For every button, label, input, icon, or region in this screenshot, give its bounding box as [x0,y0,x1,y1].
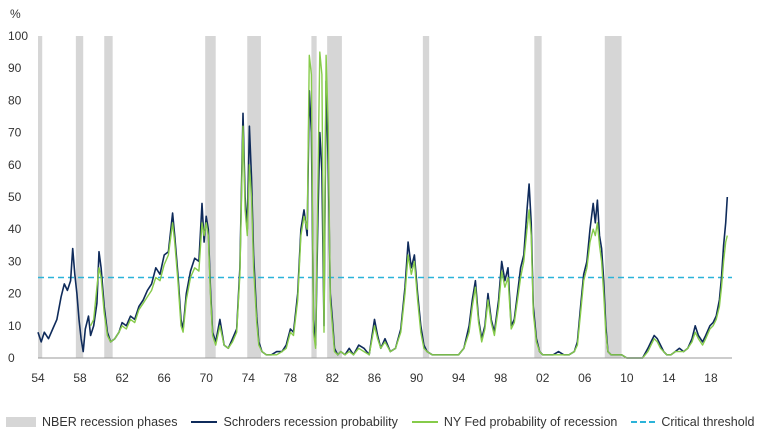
chart-legend: NBER recession phases Schroders recessio… [6,412,766,432]
legend-label-threshold: Critical threshold [661,415,755,429]
x-axis-ticks: 54 58 62 66 70 74 78 82 86 90 94 98 02 06 10 14 18 [31,371,718,385]
recession-band-0 [38,36,43,358]
recession-band-8 [534,36,542,358]
recession-band-2 [104,36,113,358]
y-axis-unit-label: % [10,7,21,21]
series-line-nyfed [89,51,728,359]
x-tick-label-82: 82 [326,371,340,385]
series-layer [37,51,729,359]
recession-band-7 [422,36,430,358]
y-tick-label-30: 30 [8,254,22,268]
x-tick-label-10: 10 [620,371,634,385]
recession-band-4 [247,36,261,358]
legend-item-nber: NBER recession phases [6,415,177,429]
y-tick-label-0: 0 [8,351,15,365]
y-tick-label-80: 80 [8,93,22,107]
legend-label-nber: NBER recession phases [42,415,178,429]
y-tick-label-90: 90 [8,61,22,75]
y-tick-label-40: 40 [8,222,22,236]
legend-swatch-threshold [631,421,656,423]
legend-item-nyfed: NY Fed probability of recession [411,415,618,429]
x-tick-label-94: 94 [452,371,466,385]
x-tick-label-18: 18 [704,371,718,385]
recession-band-5 [311,36,317,358]
y-axis-ticks: 0 10 20 30 40 50 60 70 80 90 100 [8,29,28,365]
legend-label-nyfed: NY Fed probability of recession [443,415,618,429]
legend-item-threshold: Critical threshold [631,415,754,429]
x-tick-label-14: 14 [662,371,676,385]
legend-label-schroders: Schroders recession probability [223,415,398,429]
recession-band-1 [75,36,84,358]
x-tick-label-98: 98 [494,371,508,385]
legend-swatch-nber [6,417,36,427]
legend-item-schroders: Schroders recession probability [191,415,398,429]
y-tick-label-10: 10 [8,319,22,333]
x-tick-label-02: 02 [536,371,550,385]
recession-probability-chart: % 0 10 20 30 40 50 60 70 80 90 100 54 58 62 66 70 74 78 8… [8,7,732,385]
y-tick-label-100: 100 [8,29,28,43]
x-tick-label-66: 66 [158,371,172,385]
x-tick-label-86: 86 [368,371,382,385]
x-tick-label-74: 74 [242,371,256,385]
y-tick-label-20: 20 [8,287,22,301]
recession-band-9 [604,36,622,358]
legend-swatch-schroders [191,421,218,423]
x-tick-label-58: 58 [73,371,87,385]
x-tick-label-62: 62 [115,371,129,385]
x-tick-label-54: 54 [31,371,45,385]
x-tick-label-70: 70 [200,371,214,385]
legend-swatch-nyfed [411,421,438,423]
x-tick-label-78: 78 [284,371,298,385]
y-tick-label-50: 50 [8,190,22,204]
series-line-schroders [37,80,729,359]
x-tick-label-06: 06 [578,371,592,385]
x-tick-label-90: 90 [410,371,424,385]
y-tick-label-60: 60 [8,158,22,172]
recession-band-3 [205,36,216,358]
y-tick-label-70: 70 [8,126,22,140]
